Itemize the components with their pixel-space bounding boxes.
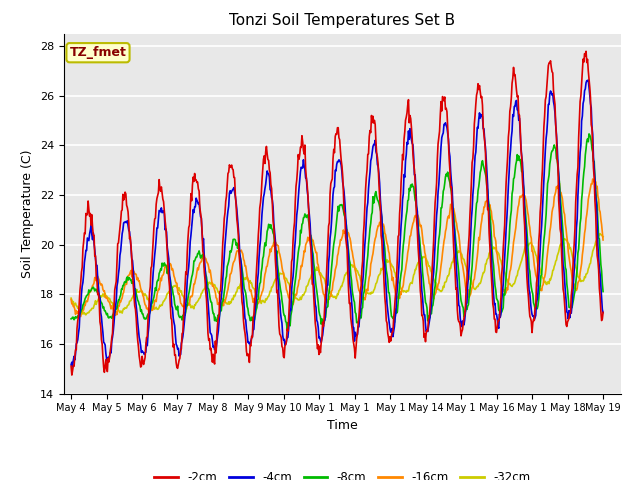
Y-axis label: Soil Temperature (C): Soil Temperature (C) <box>22 149 35 278</box>
-32cm <box>403 289 410 295</box>
-2cm <box>68 372 76 378</box>
-16cm <box>589 176 596 182</box>
-2cm <box>599 310 607 315</box>
-16cm <box>403 261 410 267</box>
-32cm <box>596 231 604 237</box>
-16cm <box>186 294 194 300</box>
-8cm <box>585 131 593 137</box>
-8cm <box>214 316 221 322</box>
-8cm <box>186 288 193 293</box>
Line: -4cm: -4cm <box>71 80 603 367</box>
-4cm <box>68 364 76 370</box>
-4cm <box>403 152 410 157</box>
Title: Tonzi Soil Temperatures Set B: Tonzi Soil Temperatures Set B <box>229 13 456 28</box>
-16cm <box>77 310 85 316</box>
-32cm <box>418 255 426 261</box>
-32cm <box>82 312 90 318</box>
-4cm <box>418 288 426 294</box>
-16cm <box>67 297 75 302</box>
-8cm <box>132 286 140 292</box>
-32cm <box>77 307 84 312</box>
Text: TZ_fmet: TZ_fmet <box>70 46 127 59</box>
-2cm <box>214 315 222 321</box>
-16cm <box>418 227 426 233</box>
Line: -8cm: -8cm <box>71 134 603 329</box>
-32cm <box>214 290 222 296</box>
-2cm <box>403 114 410 120</box>
-32cm <box>186 301 194 307</box>
Line: -32cm: -32cm <box>71 234 603 315</box>
-32cm <box>599 234 607 240</box>
-16cm <box>214 300 222 306</box>
X-axis label: Time: Time <box>327 419 358 432</box>
-4cm <box>599 310 607 315</box>
-32cm <box>67 295 75 301</box>
-2cm <box>186 206 194 212</box>
-8cm <box>284 326 291 332</box>
-4cm <box>67 362 75 368</box>
-4cm <box>77 291 85 297</box>
Legend: -2cm, -4cm, -8cm, -16cm, -32cm: -2cm, -4cm, -8cm, -16cm, -32cm <box>150 466 535 480</box>
-2cm <box>132 315 140 321</box>
-8cm <box>403 212 410 218</box>
Line: -16cm: -16cm <box>71 179 603 317</box>
-32cm <box>132 288 140 294</box>
-2cm <box>418 312 426 318</box>
-4cm <box>186 239 194 244</box>
Line: -2cm: -2cm <box>71 51 603 375</box>
-16cm <box>599 237 607 243</box>
-4cm <box>214 328 222 334</box>
-8cm <box>418 255 426 261</box>
-4cm <box>132 303 140 309</box>
-16cm <box>132 272 140 277</box>
-2cm <box>67 363 75 369</box>
-2cm <box>582 48 590 54</box>
-16cm <box>77 314 84 320</box>
-8cm <box>77 309 84 315</box>
-2cm <box>77 269 85 275</box>
-8cm <box>599 288 607 294</box>
-4cm <box>584 77 592 83</box>
-8cm <box>67 316 75 322</box>
